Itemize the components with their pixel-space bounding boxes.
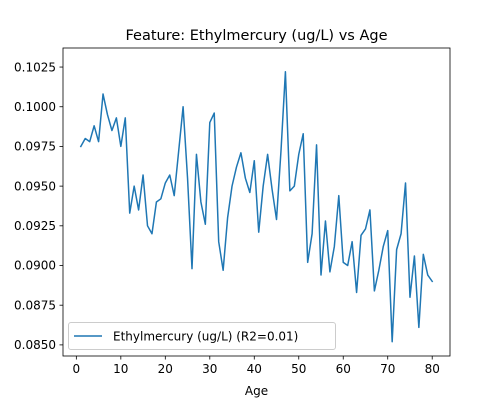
y-tick-label: 0.0925 bbox=[14, 219, 56, 233]
series-line-0 bbox=[79, 71, 434, 343]
x-tick-label: 40 bbox=[247, 362, 262, 376]
y-tick-label: 0.0875 bbox=[14, 298, 56, 312]
y-tick-label: 0.1000 bbox=[14, 100, 56, 114]
chart-title: Feature: Ethylmercury (ug/L) vs Age bbox=[125, 28, 387, 44]
axes-frame bbox=[62, 47, 451, 357]
x-tick-label: 70 bbox=[380, 362, 395, 376]
x-tick-label: 50 bbox=[291, 362, 306, 376]
x-tick-label: 30 bbox=[202, 362, 217, 376]
x-tick-label: 20 bbox=[158, 362, 173, 376]
legend-box bbox=[68, 322, 336, 350]
y-tick-label: 0.0975 bbox=[14, 140, 56, 154]
y-tick-label: 0.0950 bbox=[14, 179, 56, 193]
legend-label: Ethylmercury (ug/L) (R2=0.01) bbox=[113, 330, 298, 344]
x-tick-label: 80 bbox=[425, 362, 440, 376]
y-tick-label: 0.0900 bbox=[14, 259, 56, 273]
plot-area: 0 10 20 30 40 50 60 70 80 0.0850 0.0875 0.0900 0.092… bbox=[14, 47, 451, 376]
x-tick-label: 60 bbox=[336, 362, 351, 376]
y-tick-label: 0.1025 bbox=[14, 60, 56, 74]
y-tick-label: 0.0850 bbox=[14, 338, 56, 352]
x-tick-label: 0 bbox=[73, 362, 81, 376]
x-tick-label: 10 bbox=[113, 362, 128, 376]
x-axis-label: Age bbox=[245, 384, 268, 398]
